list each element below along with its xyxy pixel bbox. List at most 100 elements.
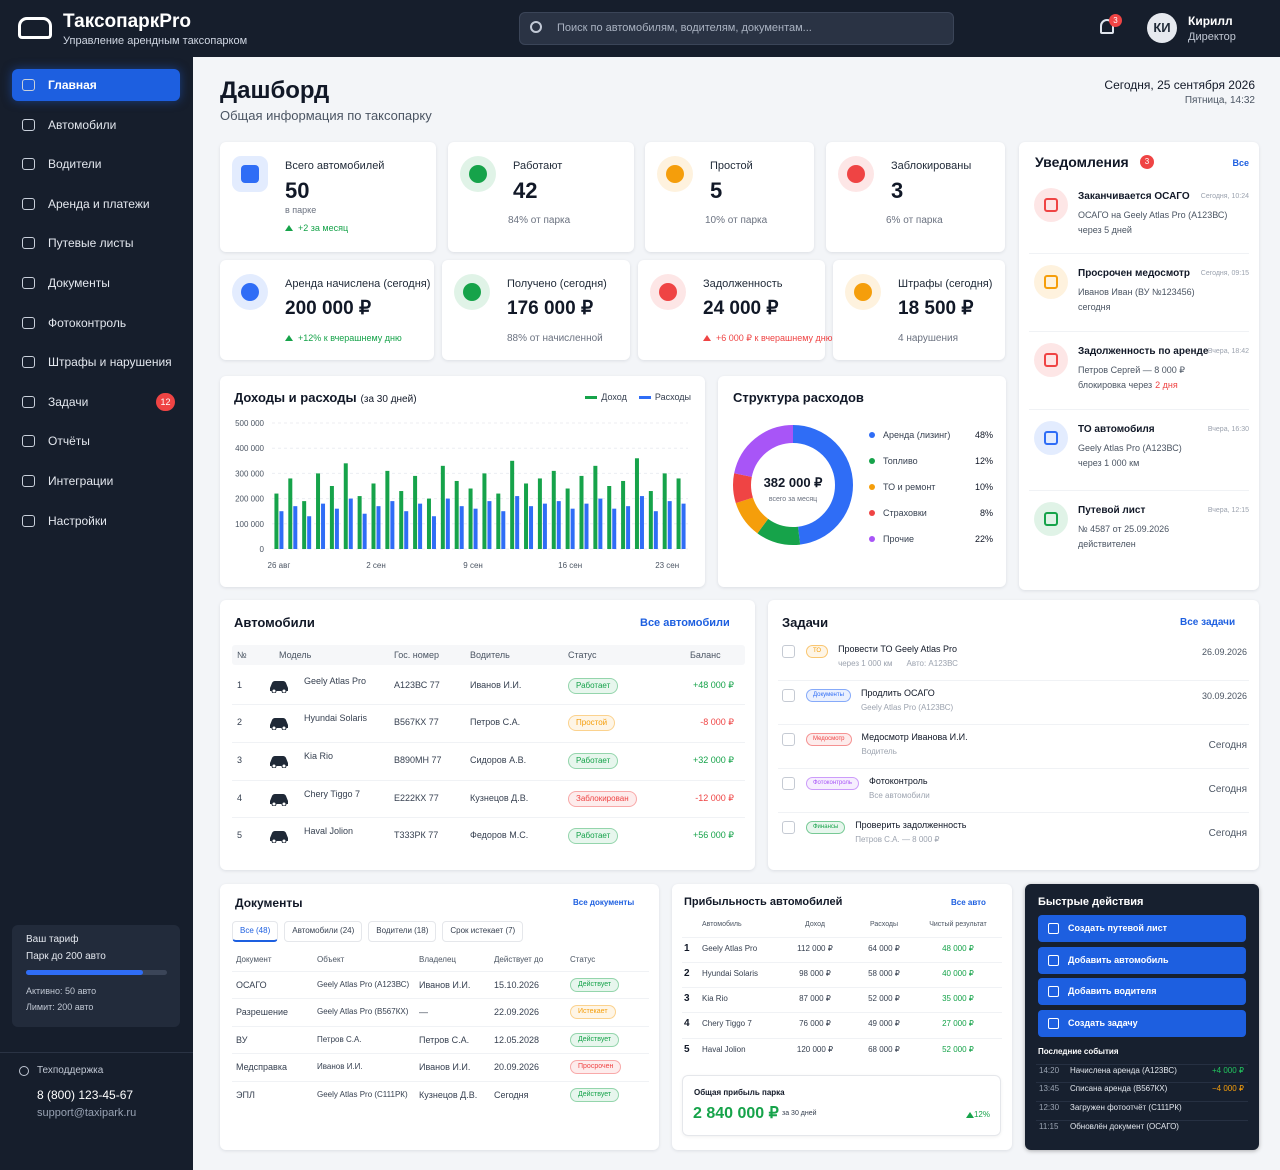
action-button[interactable]: [1038, 946, 1246, 974]
tab[interactable]: Срок истекает (7): [442, 921, 524, 942]
bar: [404, 511, 409, 549]
notification-icon-inner: [1044, 431, 1058, 445]
donut-segment: [733, 425, 853, 545]
task-tag: Фотоконтроль: [806, 777, 860, 791]
notification-line: блокировка через 2 дня: [1078, 380, 1178, 391]
task-tag: Документы: [806, 689, 851, 703]
nav-item[interactable]: Аренда и платежи: [48, 196, 150, 211]
kpi-card: [448, 142, 634, 252]
notification-line-text: через 1 000 км: [1078, 458, 1140, 468]
cell-plate: А123ВС 77: [394, 680, 440, 690]
column-header: Расходы: [869, 921, 899, 928]
cell-driver: Петров С.А.: [470, 717, 521, 727]
task-checkbox[interactable]: [782, 645, 795, 658]
cell-object: Geely Atlas Pro (С111РК): [317, 1090, 408, 1099]
donut-segment: [733, 425, 853, 545]
bar: [459, 506, 464, 549]
cell-net: 48 000 ₽: [942, 944, 974, 953]
task-date: Сегодня: [1208, 828, 1247, 839]
nav-item[interactable]: Документы: [48, 276, 110, 290]
kpi-label: Всего автомобилей: [285, 160, 385, 172]
column-header: Статус: [568, 650, 597, 660]
car-icon: [270, 794, 288, 806]
search-box[interactable]: [519, 12, 954, 45]
notification-icon: [1034, 421, 1068, 455]
tab[interactable]: Автомобили (24): [284, 921, 363, 942]
event-time: 14:20: [1039, 1066, 1060, 1075]
nav-item[interactable]: Фотоконтроль: [48, 315, 127, 330]
cell-car: Haval Jolion: [702, 1045, 746, 1054]
tasks-link[interactable]: Все задачи: [1180, 617, 1236, 628]
profit-total-label: Общая прибыль парка: [694, 1088, 785, 1097]
task-date: Сегодня: [1208, 740, 1247, 751]
task-sub-text: Все автомобили: [869, 790, 930, 800]
search-icon: [530, 21, 542, 33]
nav-item[interactable]: Отчёты: [48, 434, 90, 449]
cell-plate: Е222КХ 77: [394, 793, 439, 803]
task-checkbox[interactable]: [782, 777, 795, 790]
bar: [556, 501, 561, 549]
cell-balance: -12 000 ₽: [695, 793, 734, 803]
event-text: Обновлён документ (ОСАГО): [1070, 1122, 1179, 1131]
profit-period: за 30 дней: [782, 1110, 817, 1117]
bar: [288, 478, 293, 549]
cars-link[interactable]: Все автомобили: [640, 617, 730, 629]
bar: [334, 508, 339, 549]
action-button[interactable]: [1038, 915, 1246, 942]
cars-header-bg: [232, 645, 745, 665]
nav-item[interactable]: Путевые листы: [48, 236, 134, 251]
documents-link[interactable]: Все документы: [573, 898, 635, 907]
profit-link[interactable]: Все авто: [951, 898, 986, 907]
nav-item[interactable]: Настройки: [48, 513, 107, 528]
user-name: Кирилл: [1188, 14, 1233, 28]
tab[interactable]: Все (48): [232, 921, 279, 942]
kpi-value: 50: [285, 178, 310, 203]
cell-expense: 49 000 ₽: [868, 1019, 900, 1028]
profit-title: Прибыльность автомобилей: [684, 896, 843, 908]
column-header: №: [237, 650, 247, 660]
task-checkbox[interactable]: [782, 733, 795, 746]
event-time: 11:15: [1039, 1122, 1059, 1131]
notification-title: ТО автомобиля: [1078, 424, 1155, 435]
task-sub: Петров С.А. — 8 000 ₽: [855, 835, 966, 845]
notification-line: через 5 дней: [1078, 225, 1132, 236]
task-checkbox[interactable]: [782, 689, 795, 702]
nav-item[interactable]: Водители: [48, 157, 102, 172]
cell-until: Сегодня: [494, 1090, 529, 1100]
action-button[interactable]: [1038, 978, 1246, 1005]
bar: [487, 501, 492, 549]
nav-item[interactable]: Штрафы и нарушения: [48, 355, 172, 370]
bar: [307, 516, 312, 549]
bar: [321, 503, 326, 549]
notification-separator: [1029, 409, 1249, 410]
notifications-link[interactable]: Все: [1232, 158, 1249, 168]
nav-item[interactable]: Задачи: [48, 394, 89, 409]
cell-car: Hyundai Solaris: [702, 969, 759, 978]
notifications-card: [1019, 142, 1259, 590]
nav-item[interactable]: Интеграции: [48, 474, 114, 488]
legend-item: Доход: [585, 392, 627, 403]
logo: [18, 17, 52, 39]
event-amount: +4 000 ₽: [1211, 1066, 1244, 1075]
profit-change: 12%: [973, 1110, 990, 1119]
y-tick-label: 100 000: [235, 520, 264, 529]
notification-line: действителен: [1078, 539, 1136, 550]
cell-model: Hyundai Solaris: [304, 713, 368, 723]
nav-item[interactable]: Главная: [48, 78, 97, 92]
kpi-note: 84% от парка: [508, 215, 571, 226]
action-icon: [1048, 923, 1059, 934]
task-checkbox[interactable]: [782, 821, 795, 834]
y-tick-label: 0: [260, 545, 265, 554]
action-label: Создать путевой лист: [1068, 923, 1168, 933]
notification-separator: [1029, 490, 1249, 491]
nav-item[interactable]: Автомобили: [48, 117, 117, 132]
task-body: Продлить ОСАГО Geely Atlas Pro (А123ВС): [861, 688, 953, 712]
wheel: [271, 688, 277, 693]
tab[interactable]: Водители (18): [368, 921, 437, 942]
bar: [584, 503, 589, 549]
kpi-icon-inner: [854, 283, 872, 301]
action-button[interactable]: [1038, 1009, 1246, 1037]
bar: [357, 496, 362, 549]
avatar[interactable]: КИ: [1147, 13, 1177, 43]
cell-income: 98 000 ₽: [799, 969, 831, 978]
